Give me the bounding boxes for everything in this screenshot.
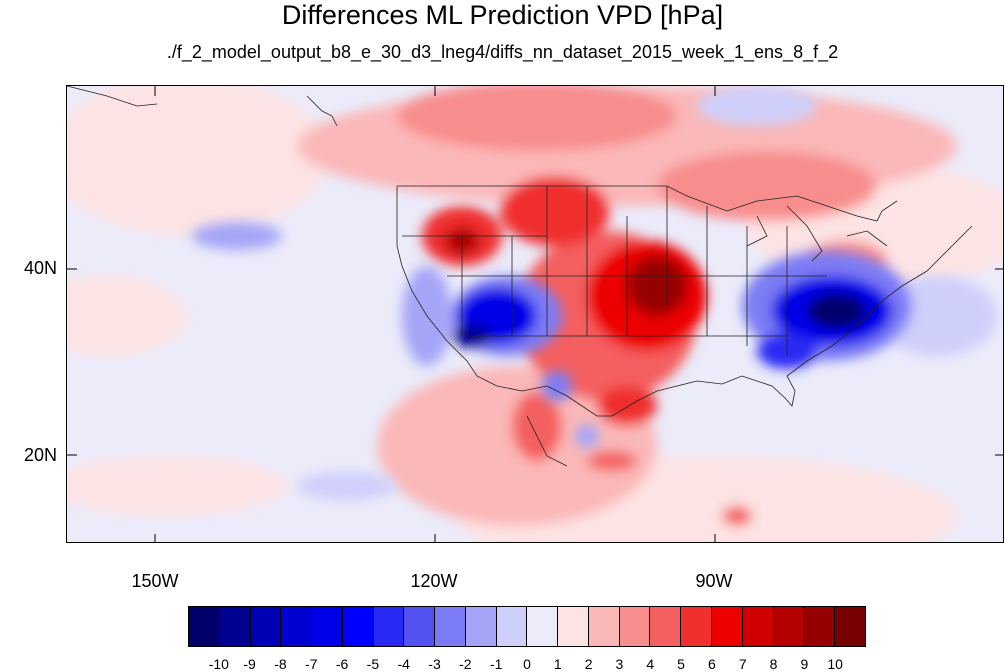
- colorbar-box: [773, 607, 805, 646]
- lon-label-90w: 90W: [695, 571, 733, 591]
- colorbar-box: [189, 607, 220, 646]
- colorbar-box: [312, 607, 343, 646]
- colorbar-tick-label: 10: [827, 656, 843, 672]
- colorbar-box: [588, 607, 620, 646]
- colorbar-tick-label: 6: [708, 656, 716, 672]
- colorbar-box: [650, 607, 682, 646]
- colorbar-box: [465, 607, 497, 646]
- colorbar-box: [404, 607, 436, 646]
- map-subtitle: ./f_2_model_output_b8_e_30_d3_lneg4/diff…: [166, 42, 839, 62]
- colorbar-tick-label: -9: [243, 656, 256, 672]
- colorbar: [188, 606, 866, 647]
- colorbar-box: [835, 607, 865, 646]
- colorbar-tick-label: 7: [738, 656, 747, 672]
- lon-label-150w: 150W: [131, 571, 179, 591]
- colorbar-tick-label: -6: [335, 656, 349, 672]
- colorbar-tick-label: -1: [489, 656, 503, 672]
- colorbar-box: [496, 607, 528, 646]
- colorbar-box: [435, 607, 466, 646]
- colorbar-box: [742, 607, 774, 646]
- colorbar-tick-label: 3: [615, 656, 624, 672]
- colorbar-tick-label: 2: [584, 656, 593, 672]
- colorbar-box: [219, 607, 251, 646]
- colorbar-tick-label: -10: [208, 656, 229, 672]
- colorbar-box: [712, 607, 743, 646]
- colorbar-tick-label: -5: [366, 656, 380, 672]
- colorbar-tick-label: 4: [646, 656, 655, 672]
- colorbar-tick-label: -8: [274, 656, 287, 672]
- colorbar-tick-label: -4: [397, 656, 410, 672]
- colorbar-box: [527, 607, 559, 646]
- colorbar-tick-label: 9: [800, 656, 809, 672]
- vpd-difference-field: [67, 86, 1003, 542]
- colorbar-box: [373, 607, 405, 646]
- colorbar-box: [281, 607, 313, 646]
- country-borders: [67, 86, 973, 467]
- colorbar-box: [250, 607, 282, 646]
- colorbar-tick-label: 1: [553, 656, 562, 672]
- colorbar-box: [619, 607, 651, 646]
- colorbar-box: [804, 607, 836, 646]
- lon-label-120w: 120W: [410, 571, 458, 591]
- colorbar-box: [558, 607, 589, 646]
- colorbar-box: [342, 607, 374, 646]
- colorbar-box: [681, 607, 713, 646]
- lat-label-20n: 20N: [24, 445, 58, 465]
- lat-label-40n: 40N: [24, 258, 58, 278]
- graticule-ticks: [67, 86, 1003, 542]
- difference-map: [66, 85, 1004, 543]
- colorbar-tick-label: -3: [428, 656, 441, 672]
- colorbar-tick-label: -7: [305, 656, 318, 672]
- colorbar-tick-label: -2: [459, 656, 472, 672]
- colorbar-tick-label: 5: [677, 656, 685, 672]
- colorbar-tick-label: 0: [523, 656, 531, 672]
- colorbar-tick-label: 8: [769, 656, 778, 672]
- map-title: Differences ML Prediction VPD [hPa]: [281, 0, 724, 30]
